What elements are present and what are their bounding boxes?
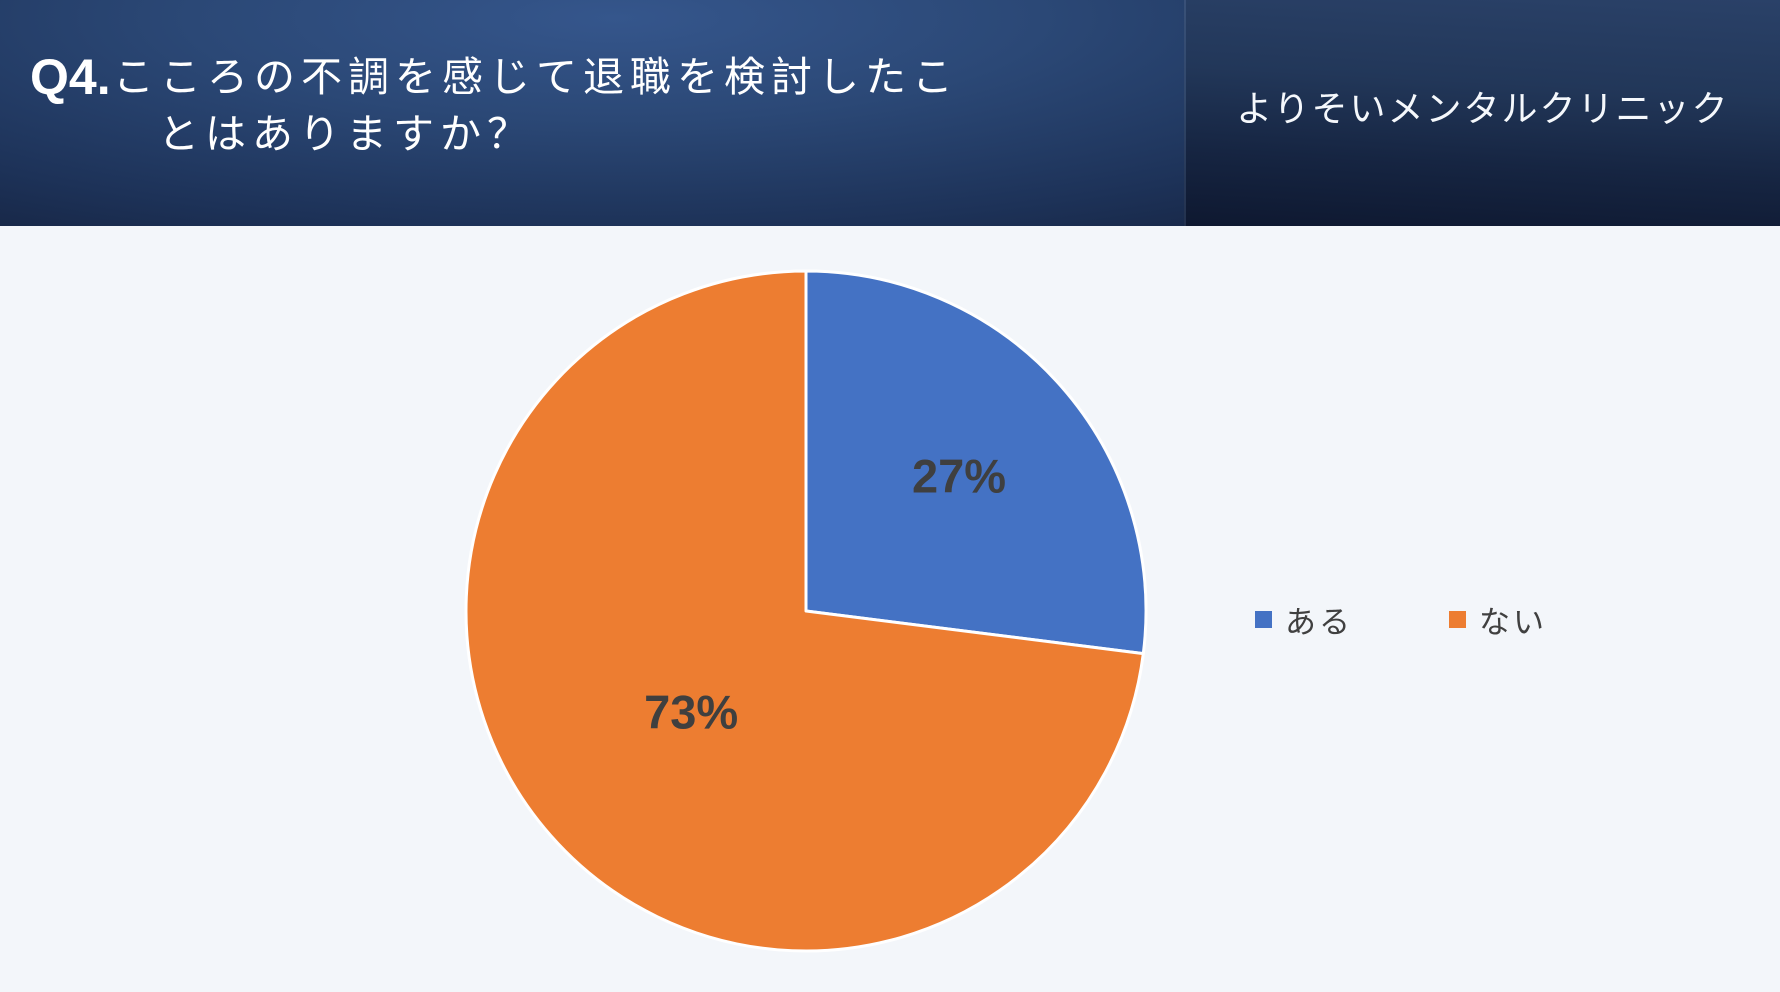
chart-area: 27% 73% ある ない <box>0 226 1780 992</box>
pie-slice-ある <box>804 269 1148 656</box>
legend-item-ある: ある <box>1255 597 1353 642</box>
question-number: Q4. <box>30 49 111 105</box>
legend-item-ない: ない <box>1449 597 1547 642</box>
pie-chart: 27% 73% <box>464 269 1148 953</box>
legend-swatch-icon <box>1449 611 1466 628</box>
data-label-ある: 27% <box>912 450 1006 503</box>
legend-swatch-icon <box>1255 611 1272 628</box>
page-title-line-2: とはありますか？ <box>158 111 534 157</box>
header: Q4. こころの不調を感じて退職を検討したこ とはありますか？ よりそいメンタル… <box>0 0 1780 226</box>
data-label-ない: 73% <box>644 686 738 739</box>
legend-label: ある <box>1285 605 1353 640</box>
chart-legend: ある ない <box>1255 597 1547 642</box>
pie-slice-ない <box>464 269 1145 953</box>
legend-label: ない <box>1479 605 1547 640</box>
page-title-line-1: こころの不調を感じて退職を検討したこ <box>113 54 959 100</box>
clinic-name: よりそいメンタルクリニック <box>1236 88 1730 129</box>
header-left-panel: Q4. こころの不調を感じて退職を検討したこ とはありますか？ <box>0 0 1184 226</box>
header-right-panel: よりそいメンタルクリニック <box>1183 0 1780 226</box>
